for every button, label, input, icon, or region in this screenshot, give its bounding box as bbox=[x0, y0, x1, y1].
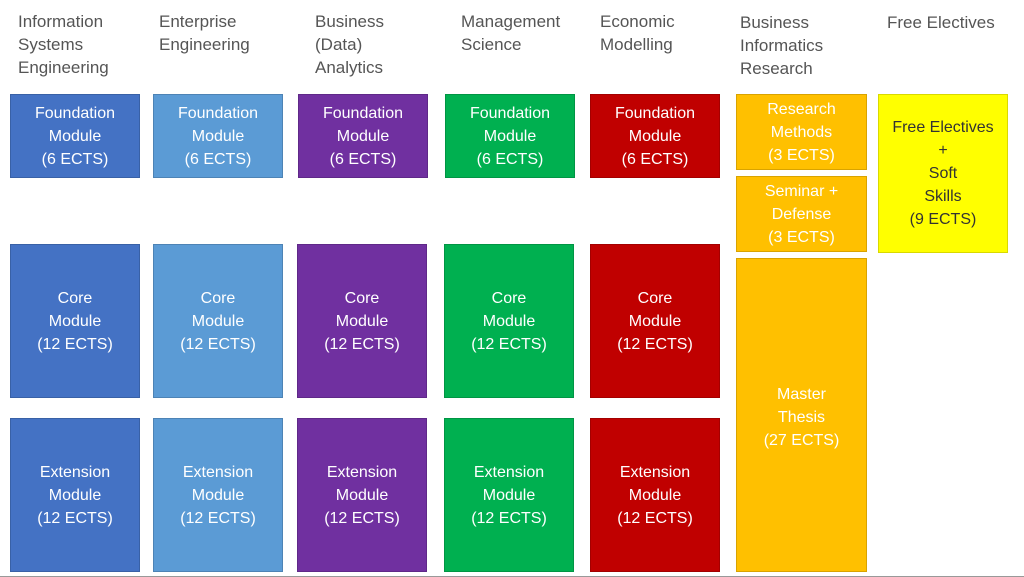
free-electives-soft-skills-box: Free Electives + Soft Skills (9 ECTS) bbox=[878, 94, 1008, 253]
ise-extension-module: Extension Module (12 ECTS) bbox=[10, 418, 140, 572]
ee-foundation-module: Foundation Module (6 ECTS) bbox=[153, 94, 283, 178]
header-enterprise-engineering: Enterprise Engineering bbox=[159, 12, 250, 54]
ee-extension-module: Extension Module (12 ECTS) bbox=[153, 418, 283, 572]
header-economic-modelling: Economic Modelling bbox=[600, 12, 675, 54]
em-core-module: Core Module (12 ECTS) bbox=[590, 244, 720, 398]
bda-core-module: Core Module (12 ECTS) bbox=[297, 244, 427, 398]
ee-core-module: Core Module (12 ECTS) bbox=[153, 244, 283, 398]
header-free-electives: Free Electives bbox=[887, 13, 995, 32]
ms-foundation-module: Foundation Module (6 ECTS) bbox=[445, 94, 575, 178]
em-foundation-module: Foundation Module (6 ECTS) bbox=[590, 94, 720, 178]
ms-extension-module: Extension Module (12 ECTS) bbox=[444, 418, 574, 572]
research-methods-box: Research Methods (3 ECTS) bbox=[736, 94, 867, 170]
header-information-systems-engineering: Information Systems Engineering bbox=[18, 12, 109, 77]
header-business-informatics-research: Business Informatics Research bbox=[740, 13, 824, 78]
seminar-defense-box: Seminar + Defense (3 ECTS) bbox=[736, 176, 867, 252]
master-thesis-box: Master Thesis (27 ECTS) bbox=[736, 258, 867, 572]
ms-core-module: Core Module (12 ECTS) bbox=[444, 244, 574, 398]
ise-core-module: Core Module (12 ECTS) bbox=[10, 244, 140, 398]
header-business-data-analytics: Business (Data) Analytics bbox=[315, 12, 384, 77]
ise-foundation-module: Foundation Module (6 ECTS) bbox=[10, 94, 140, 178]
header-management-science: Management Science bbox=[461, 12, 561, 54]
bda-foundation-module: Foundation Module (6 ECTS) bbox=[298, 94, 428, 178]
bda-extension-module: Extension Module (12 ECTS) bbox=[297, 418, 427, 572]
em-extension-module: Extension Module (12 ECTS) bbox=[590, 418, 720, 572]
